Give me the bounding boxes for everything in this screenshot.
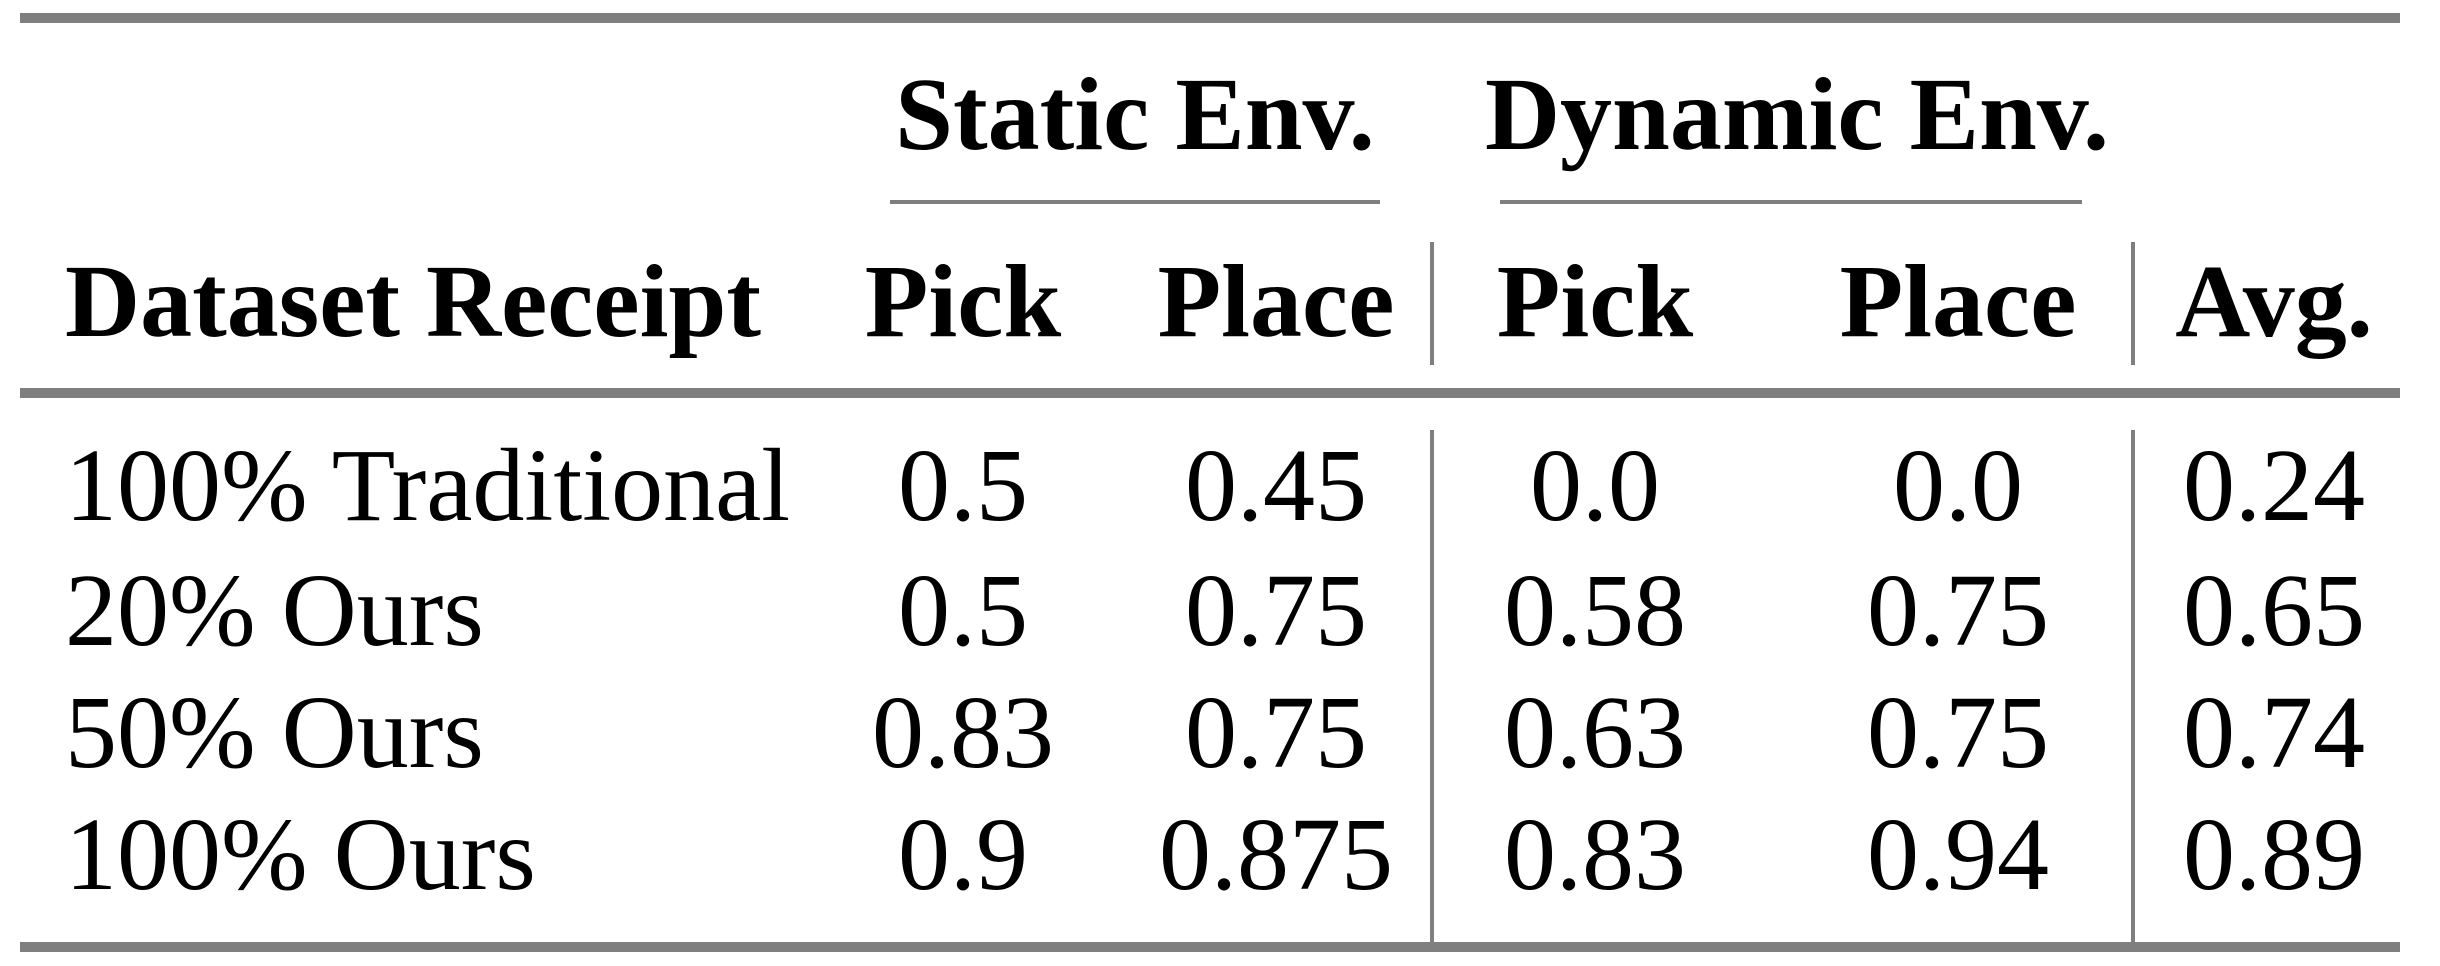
row-label-50-ours: 50% Ours: [65, 675, 484, 790]
cell-r0-avg: 0.24: [2183, 428, 2365, 543]
vertical-rule-1-header: [1430, 242, 1434, 365]
dynamic-env-underline-rule: [1500, 200, 2082, 204]
column-header-dynamic-pick: Pick: [1496, 244, 1694, 359]
cell-r2-dynamic-pick: 0.63: [1504, 675, 1686, 790]
column-header-static-place: Place: [1157, 244, 1395, 359]
vertical-rule-2-header: [2131, 242, 2135, 365]
row-label-100-ours: 100% Ours: [65, 797, 536, 912]
cell-r0-static-place: 0.45: [1185, 428, 1367, 543]
cell-r1-dynamic-pick: 0.58: [1504, 553, 1686, 668]
cell-r3-avg: 0.89: [2183, 797, 2365, 912]
cell-r1-static-place: 0.75: [1185, 553, 1367, 668]
cell-r1-static-pick: 0.5: [898, 553, 1028, 668]
cell-r2-dynamic-place: 0.75: [1867, 675, 2049, 790]
cell-r0-dynamic-place: 0.0: [1893, 428, 2023, 543]
cell-r2-static-place: 0.75: [1185, 675, 1367, 790]
row-label-20-ours: 20% Ours: [65, 553, 484, 668]
cell-r1-dynamic-place: 0.75: [1867, 553, 2049, 668]
cell-r0-static-pick: 0.5: [898, 428, 1028, 543]
cell-r1-avg: 0.65: [2183, 553, 2365, 668]
row-label-100-traditional: 100% Traditional: [65, 428, 791, 543]
vertical-rule-1-body: [1430, 430, 1434, 942]
table-bottom-rule: [20, 942, 2400, 952]
cell-r3-static-pick: 0.9: [898, 797, 1028, 912]
cell-r2-static-pick: 0.83: [872, 675, 1054, 790]
group-header-static-env: Static Env.: [895, 57, 1375, 172]
table-top-rule: [20, 13, 2400, 23]
vertical-rule-2-body: [2131, 430, 2135, 942]
column-header-dynamic-place: Place: [1839, 244, 2077, 359]
cell-r3-static-place: 0.875: [1159, 797, 1393, 912]
static-env-underline-rule: [890, 200, 1380, 204]
column-header-avg: Avg.: [2175, 244, 2373, 359]
column-header-dataset-receipt: Dataset Receipt: [65, 244, 761, 359]
cell-r2-avg: 0.74: [2183, 675, 2365, 790]
cell-r3-dynamic-place: 0.94: [1867, 797, 2049, 912]
cell-r0-dynamic-pick: 0.0: [1530, 428, 1660, 543]
table-header-rule: [20, 388, 2400, 398]
column-header-static-pick: Pick: [864, 244, 1062, 359]
group-header-dynamic-env: Dynamic Env.: [1484, 57, 2110, 172]
cell-r3-dynamic-pick: 0.83: [1504, 797, 1686, 912]
